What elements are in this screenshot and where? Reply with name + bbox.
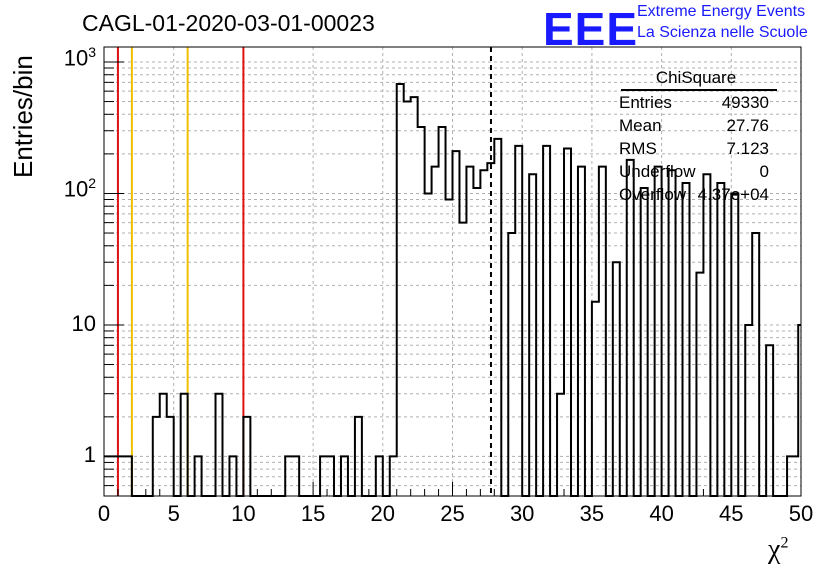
logo-line-1: Extreme Energy Events	[637, 3, 806, 20]
chart-title: CAGL-01-2020-03-01-00023	[82, 10, 375, 36]
stats-value: 49330	[721, 93, 769, 112]
y-tick-base: 1	[83, 442, 96, 468]
stats-row-rms: RMS 7.123	[619, 139, 769, 159]
axis-ticks	[103, 61, 802, 497]
x-tick-label: 45	[719, 501, 744, 526]
stats-label: Entries	[619, 93, 672, 112]
stats-row-entries: Entries 49330	[619, 93, 769, 113]
x-tick-label: 40	[649, 501, 674, 526]
y-tick-base: 10	[71, 310, 96, 336]
stats-label: RMS	[619, 139, 657, 158]
y-axis-label: Entries/bin	[8, 55, 38, 178]
stats-row-underflow: Underflow 0	[619, 162, 769, 182]
x-tick-label: 30	[509, 501, 535, 526]
stats-label: Mean	[619, 116, 662, 135]
x-tick-label: 10	[231, 501, 256, 526]
stats-row-overflow: Overflow 4.37e+04	[619, 185, 769, 205]
stats-label: Underflow	[619, 162, 696, 181]
x-tick-label: 15	[300, 501, 326, 526]
stats-value: 7.123	[726, 139, 769, 158]
stats-row-mean: Mean 27.76	[619, 116, 769, 136]
stats-title: ChiSquare	[655, 68, 737, 87]
y-tick-exponent: 3	[88, 43, 96, 60]
stats-value: 27.76	[726, 116, 769, 135]
x-tick-label: 0	[97, 501, 111, 526]
stats-value: 0	[759, 162, 769, 181]
x-axis-label-base: χ	[768, 534, 781, 565]
x-tick-label: 50	[788, 501, 814, 526]
stats-label: Overflow	[619, 185, 687, 204]
logo-line-2: La Scienza nelle Scuole	[637, 24, 808, 41]
x-tick-label: 5	[167, 501, 180, 526]
x-tick-label: 20	[370, 501, 396, 526]
y-tick-label: 102	[36, 175, 96, 202]
x-axis-label: χ2	[768, 534, 788, 566]
stats-value: 4.37e+04	[697, 185, 769, 204]
stats-divider	[621, 89, 777, 91]
histogram-outline	[104, 83, 801, 497]
y-tick-label: 10	[36, 311, 96, 337]
y-tick-base: 10	[63, 176, 89, 202]
y-tick-label: 1	[36, 442, 96, 468]
stats-box: ChiSquare Entries 49330 Mean 27.76 RMS 7…	[611, 66, 781, 216]
x-tick-label: 25	[440, 501, 465, 526]
x-axis-label-exponent: 2	[780, 534, 789, 552]
y-tick-exponent: 2	[88, 175, 96, 192]
x-tick-label: 35	[579, 501, 605, 526]
y-tick-base: 10	[63, 45, 89, 71]
eee-logo: EEE	[543, 3, 639, 55]
y-tick-label: 103	[36, 44, 96, 71]
